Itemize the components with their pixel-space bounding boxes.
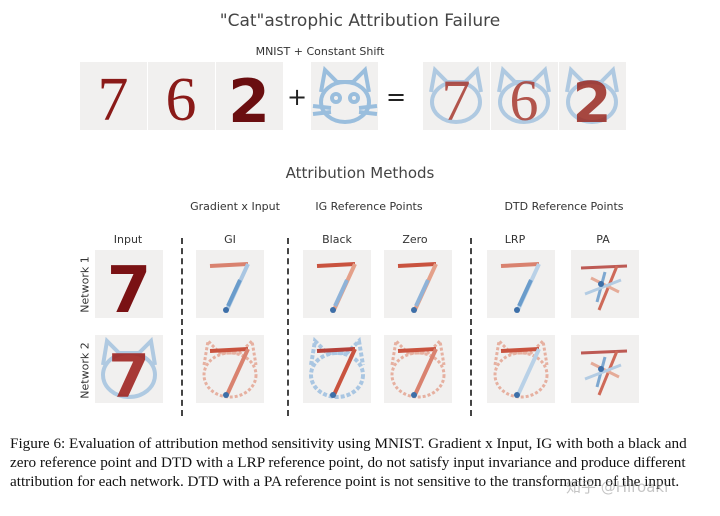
plus-sign: + — [287, 83, 308, 111]
col-label-gi: GI — [224, 233, 236, 246]
net2-zero-tile — [384, 335, 452, 403]
col-label-black: Black — [322, 233, 352, 246]
svg-text:7: 7 — [107, 254, 152, 318]
svg-text:7: 7 — [108, 342, 150, 403]
top-digit-2-tile: 2 — [216, 62, 283, 130]
col-label-input: Input — [113, 233, 143, 246]
top-digit-7-tile: 7 — [80, 62, 147, 130]
group-label-dtd-reference-points: DTD Reference Points — [504, 200, 624, 213]
group-label-gradient-x-input: Gradient x Input — [190, 200, 280, 213]
figure-subtitle: MNIST + Constant Shift — [255, 45, 385, 58]
combined-digit-2-tile: 2 — [559, 62, 626, 130]
net1-pa-tile — [571, 250, 639, 318]
svg-text:7: 7 — [442, 68, 471, 130]
net2-input-tile: 7 — [95, 335, 163, 403]
row-label-network-2: Network 2 — [78, 342, 92, 399]
svg-text:2: 2 — [228, 67, 270, 130]
net1-gi-tile — [196, 250, 264, 318]
col-label-pa: PA — [596, 233, 610, 246]
net2-pa-tile — [571, 335, 639, 403]
svg-text:2: 2 — [573, 71, 612, 130]
net1-lrp-tile — [487, 250, 555, 318]
top-digit-6-tile: 6 — [148, 62, 215, 130]
net1-zero-tile — [384, 250, 452, 318]
separator-dashed-3 — [470, 238, 472, 416]
watermark: 知乎 @Hiroaki — [566, 478, 669, 496]
net1-black-tile — [303, 250, 371, 318]
separator-dashed-2 — [287, 238, 289, 416]
net2-black-tile — [303, 335, 371, 403]
svg-text:6: 6 — [510, 68, 539, 130]
equals-sign: = — [386, 83, 407, 111]
separator-dashed-1 — [181, 238, 183, 416]
net2-lrp-tile — [487, 335, 555, 403]
figure-caption: Figure 6: Evaluation of attribution meth… — [10, 435, 687, 490]
cat-shift-tile — [311, 62, 378, 130]
figure-title: "Cat"astrophic Attribution Failure — [219, 11, 501, 31]
col-label-lrp: LRP — [504, 233, 526, 246]
combined-digit-7-tile: 7 — [423, 62, 490, 130]
row-label-network-1: Network 1 — [78, 256, 92, 313]
combined-digit-6-tile: 6 — [491, 62, 558, 130]
net2-gi-tile — [196, 335, 264, 403]
col-label-zero: Zero — [402, 233, 428, 246]
svg-text:6: 6 — [166, 66, 197, 130]
svg-text:7: 7 — [98, 66, 129, 130]
net1-input-tile: 7 — [95, 250, 163, 318]
group-label-ig-reference-points: IG Reference Points — [315, 200, 423, 213]
methods-title: Attribution Methods — [285, 164, 435, 182]
